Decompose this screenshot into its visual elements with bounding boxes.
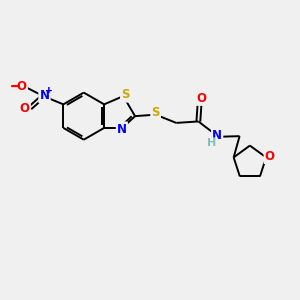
Text: N: N <box>212 129 222 142</box>
Text: O: O <box>265 150 275 163</box>
Text: N: N <box>40 89 50 102</box>
Text: O: O <box>196 92 206 105</box>
Text: H: H <box>207 138 217 148</box>
Text: N: N <box>117 123 127 136</box>
Text: S: S <box>152 106 160 119</box>
Text: −: − <box>10 81 19 91</box>
Text: S: S <box>121 88 130 101</box>
Text: O: O <box>17 80 27 94</box>
Text: S: S <box>152 106 160 119</box>
Text: O: O <box>20 102 30 115</box>
Text: H: H <box>207 138 217 148</box>
Text: +: + <box>45 86 53 95</box>
Text: N: N <box>40 89 50 102</box>
Text: N: N <box>117 123 127 136</box>
Text: O: O <box>265 150 275 163</box>
Text: O: O <box>196 92 206 105</box>
Text: N: N <box>212 129 222 142</box>
Text: −: − <box>10 81 20 92</box>
Text: O: O <box>20 102 30 115</box>
Text: +: + <box>45 86 53 95</box>
Text: S: S <box>121 88 130 101</box>
Text: O: O <box>17 80 27 94</box>
